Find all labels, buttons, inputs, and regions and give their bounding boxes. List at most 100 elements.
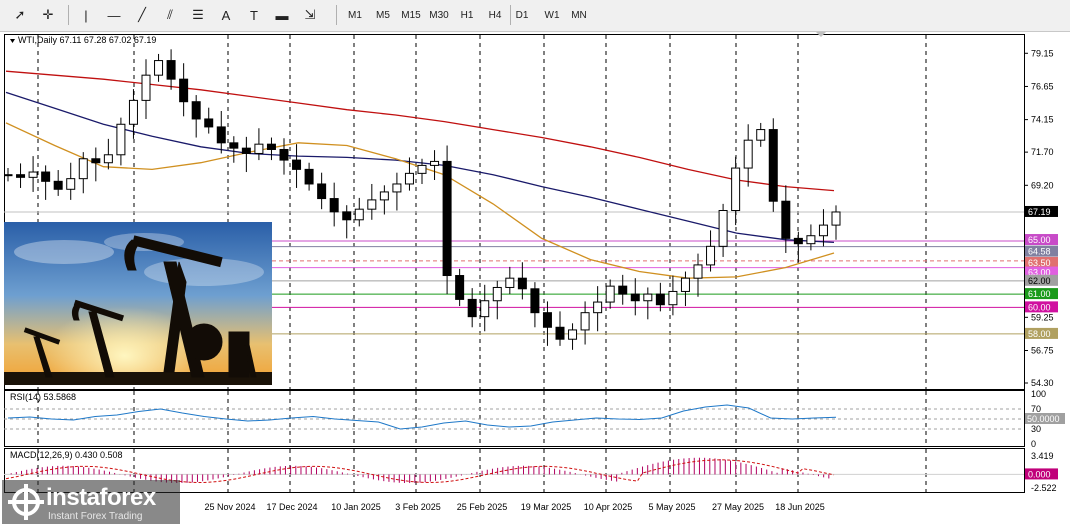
price-label-box: [1025, 256, 1058, 268]
candle: [3, 168, 13, 182]
candle-body: [379, 191, 389, 201]
candle: [354, 197, 364, 227]
candle: [718, 203, 728, 257]
timeframe-m1-button[interactable]: M1: [348, 9, 362, 21]
candle: [66, 162, 76, 200]
timeframe-m15-button[interactable]: M15: [401, 9, 421, 21]
candle: [480, 284, 490, 332]
candle: [818, 209, 828, 247]
crosshair-tool-button[interactable]: ✛: [42, 7, 54, 22]
candle: [216, 110, 226, 154]
arrows-tool-button[interactable]: ⇲: [304, 7, 316, 22]
candle-body: [530, 288, 540, 314]
candle-body: [166, 60, 176, 80]
candle-body: [292, 159, 302, 170]
candle: [693, 253, 703, 297]
candle: [743, 124, 753, 187]
candle: [668, 275, 678, 316]
candle: [241, 136, 251, 173]
price-label-text: 62.00: [1028, 276, 1051, 286]
candle: [304, 162, 314, 191]
candle: [442, 145, 452, 295]
rectangle-tool-button[interactable]: ▬: [275, 7, 289, 23]
candle-body: [706, 245, 716, 266]
candle-body: [354, 208, 364, 221]
text-label-tool-button[interactable]: T: [250, 7, 258, 23]
date-axis-label: 18 Jun 2025: [775, 502, 825, 512]
macd-scale-label: 3.419: [1031, 451, 1054, 461]
rsi-label: RSI(14) 53.5868: [10, 392, 76, 402]
candle-body: [342, 211, 352, 221]
candle: [806, 224, 816, 251]
price-label-box: [1025, 274, 1058, 286]
candle: [706, 230, 716, 272]
timeframe-d1-button[interactable]: D1: [515, 9, 529, 21]
candle: [680, 271, 690, 307]
candle-body: [128, 99, 138, 125]
candle: [141, 59, 151, 119]
chart-canvas[interactable]: 79.15 76.65 74.15 71.70 69.20 59.25 56.75 54.30…: [3, 32, 1070, 526]
chart-shift-marker: [816, 32, 826, 37]
timeframe-h4-button[interactable]: H4: [488, 9, 502, 21]
timeframe-m30-button[interactable]: M30: [429, 9, 449, 21]
price-label-text: 58.00: [1028, 329, 1051, 339]
chart-area[interactable]: 79.15 76.65 74.15 71.70 69.20 59.25 56.75 54.30…: [3, 32, 1070, 526]
timeframe-w1-button[interactable]: W1: [544, 9, 560, 21]
candle-body: [467, 298, 477, 318]
text-tool-button[interactable]: A: [221, 7, 231, 23]
candle: [28, 156, 38, 192]
price-tick-label: 59.25: [1031, 312, 1054, 322]
price-tick-label: 79.15: [1031, 48, 1054, 58]
candle-body: [781, 200, 791, 239]
price-tick-label: 71.70: [1031, 147, 1054, 157]
fibonacci-tool-button[interactable]: ☰: [192, 7, 204, 22]
moving-average-line: [5, 91, 835, 244]
macd-pane-frame: [4, 448, 1025, 493]
candle-body: [266, 143, 276, 150]
price-label-text: 67.19: [1028, 207, 1051, 217]
candle-body: [505, 277, 515, 288]
candle-body: [455, 275, 465, 300]
candle-body: [680, 277, 690, 292]
macd-zero-box: [1025, 468, 1058, 480]
price-label-text: 60.00: [1028, 302, 1051, 312]
horizontal-line-tool-button[interactable]: —: [107, 7, 121, 23]
candle: [731, 156, 741, 226]
price-tick-label: 76.65: [1031, 81, 1054, 91]
candle: [191, 95, 201, 138]
equidistant-channel-tool-button[interactable]: ⫽: [167, 7, 173, 22]
toolbar-separator: [336, 5, 337, 25]
candle-body: [141, 74, 151, 101]
price-label-box: [1025, 327, 1058, 339]
price-tick-label: 69.20: [1031, 180, 1054, 190]
timeframe-mn-button[interactable]: MN: [571, 9, 587, 21]
date-axis-label: 17 Dec 2024: [266, 502, 317, 512]
price-label-box: [1025, 288, 1058, 300]
symbol-dropdown-icon: [10, 39, 15, 43]
timeframe-h1-button[interactable]: H1: [460, 9, 474, 21]
candle-body: [743, 139, 753, 169]
candle: [768, 118, 778, 212]
price-label-box: [1025, 266, 1058, 278]
candle-body: [216, 126, 226, 144]
candle-body: [16, 174, 26, 178]
candle-body: [254, 143, 264, 154]
timeframe-m5-button[interactable]: M5: [376, 9, 390, 21]
price-label-text: 61.00: [1028, 289, 1051, 299]
candle-body: [618, 285, 628, 295]
candle: [643, 287, 653, 320]
cursor-tool-button[interactable]: ➚: [14, 7, 26, 22]
instaforex-logo-brand: instaforex: [46, 484, 156, 511]
chart-symbol-label: WTI,Daily 67.11 67.28 67.02 67.19: [18, 35, 156, 45]
candle-body: [793, 237, 803, 245]
candle-body: [53, 180, 63, 190]
candle-body: [542, 312, 552, 328]
candle-body: [693, 264, 703, 279]
vertical-line-tool-button[interactable]: |: [84, 7, 88, 23]
candle: [417, 158, 427, 184]
candle: [116, 117, 126, 166]
macd-scale-label: -2.522: [1031, 483, 1057, 493]
candle: [430, 150, 440, 180]
trendline-tool-button[interactable]: ╱: [138, 7, 146, 22]
candle: [756, 122, 766, 147]
